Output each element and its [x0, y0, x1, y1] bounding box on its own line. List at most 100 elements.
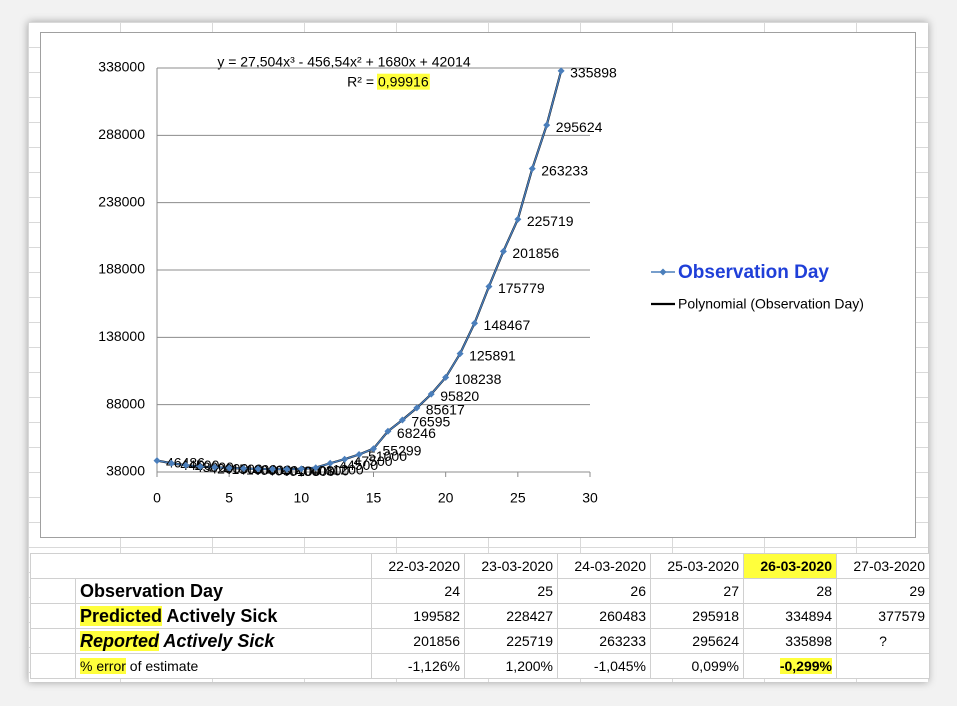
date-header: 27-03-2020 [836, 553, 930, 579]
cell: 260483 [557, 603, 651, 629]
row-label: Predicted Actively Sick [75, 603, 372, 629]
data-point [167, 459, 175, 467]
cell: 377579 [836, 603, 930, 629]
data-point [283, 465, 291, 473]
x-tick-label: 25 [510, 490, 526, 506]
data-label: 51000 [368, 448, 407, 464]
data-label: 41200 [325, 461, 364, 477]
cell: 295918 [650, 603, 744, 629]
cell-value: 24 [444, 583, 460, 599]
blank-cell [30, 578, 76, 604]
data-point [543, 121, 551, 129]
cell: -1,045% [557, 653, 651, 679]
data-point [471, 319, 479, 327]
x-tick-label: 10 [294, 490, 310, 506]
date: 25-03-2020 [667, 558, 739, 574]
x-tick-label: 5 [225, 490, 233, 506]
cell: 228427 [464, 603, 558, 629]
cell-value: 28 [816, 583, 832, 599]
data-point [355, 450, 363, 458]
y-tick-label: 138000 [98, 328, 145, 344]
data-point [557, 67, 565, 75]
data-label: 108238 [455, 371, 502, 387]
data-point [370, 445, 377, 453]
x-tick-label: 30 [582, 490, 598, 506]
data-point [413, 404, 421, 412]
header-row: 22-03-2020 23-03-2020 24-03-2020 25-03-2020… [30, 553, 930, 579]
cell: 335898 [743, 628, 837, 654]
data-label: 148467 [484, 317, 531, 333]
data-label: 40000 [296, 463, 335, 479]
date-header: 25-03-2020 [650, 553, 744, 579]
cell-value: -1,045% [593, 658, 646, 674]
cell: 201856 [371, 628, 465, 654]
data-point [211, 463, 219, 471]
y-tick-label: 88000 [106, 395, 145, 411]
data-point [427, 390, 435, 398]
data-table: 22-03-2020 23-03-2020 24-03-2020 25-03-2020… [30, 553, 930, 679]
data-point [528, 165, 536, 173]
cell-value: 199582 [413, 608, 460, 624]
data-point [182, 461, 190, 469]
data-point [384, 427, 392, 435]
trend-equation: y = 27,504x³ - 456,54x² + 1680x + 42014 [217, 54, 471, 70]
label-part: Actively Sick [163, 630, 275, 651]
data-label: 55299 [383, 442, 422, 458]
data-label: 295624 [556, 119, 603, 135]
cell-value: -1,126% [407, 658, 460, 674]
cell: 0,099% [650, 653, 744, 679]
cell-value: 225719 [506, 633, 553, 649]
date: 22-03-2020 [388, 558, 460, 574]
cell-value: 377579 [878, 608, 925, 624]
x-tick-label: 15 [366, 490, 382, 506]
label-part: Predicted [80, 605, 163, 626]
label-part: Actively Sick [166, 605, 278, 626]
data-point [398, 416, 406, 424]
data-label: 125891 [469, 347, 516, 363]
data-label: 225719 [527, 213, 574, 229]
y-tick-label: 338000 [98, 59, 145, 75]
data-point [153, 457, 161, 465]
blank-cell [30, 628, 76, 654]
data-label: 263233 [541, 162, 588, 178]
legend-label: Polynomial (Observation Day) [678, 296, 864, 312]
data-point [297, 465, 305, 473]
blank-cell [30, 653, 76, 679]
x-tick-label: 0 [153, 490, 161, 506]
date-header: 24-03-2020 [557, 553, 651, 579]
cell: ? [836, 628, 930, 654]
data-point [240, 464, 248, 472]
row-label: % error of estimate [75, 653, 372, 679]
r-squared-label: R² = [347, 74, 374, 90]
data-point [225, 464, 233, 472]
cell-value: 1,200% [505, 658, 553, 674]
row-label: Reported Actively Sick [75, 628, 372, 654]
data-label: 201856 [512, 245, 559, 261]
data-point [326, 459, 334, 467]
data-label: 175779 [498, 280, 545, 296]
cell-value: ? [879, 633, 887, 649]
y-tick-label: 38000 [106, 463, 145, 479]
cell-value: 29 [909, 583, 925, 599]
label-part: of estimate [129, 658, 199, 674]
table-row: Predicted Actively Sick 199582 228427 26048… [30, 603, 930, 629]
data-point [196, 463, 204, 471]
cell-value: 295624 [692, 633, 739, 649]
label-part: % error [80, 658, 126, 674]
cell: 295624 [650, 628, 744, 654]
table-row: Observation Day 24 25 26 27 28 29 [30, 578, 930, 604]
cell [836, 653, 930, 679]
legend-marker [659, 268, 667, 276]
cell-value: -0,299% [779, 658, 832, 674]
x-tick-label: 20 [438, 490, 454, 506]
date: 23-03-2020 [481, 558, 553, 574]
corner-cell [30, 553, 372, 579]
data-point [341, 455, 349, 463]
date-header: 26-03-2020 [743, 553, 837, 579]
data-label: 85617 [426, 402, 465, 418]
data-point [456, 350, 464, 358]
cell-value: 27 [723, 583, 739, 599]
date: 27-03-2020 [853, 558, 925, 574]
data-point [268, 465, 276, 473]
table-row: Reported Actively Sick 201856 225719 263233… [30, 628, 930, 654]
